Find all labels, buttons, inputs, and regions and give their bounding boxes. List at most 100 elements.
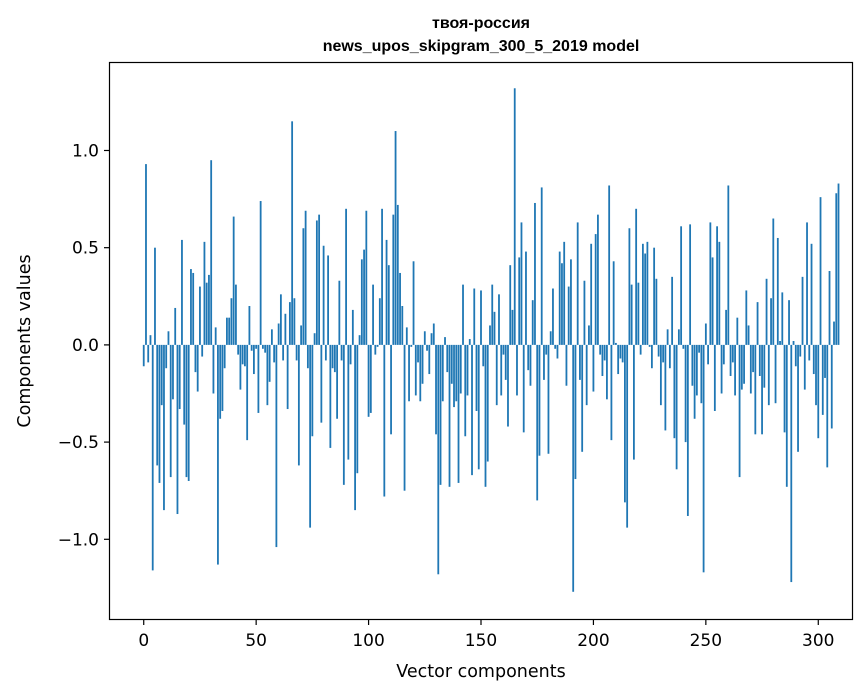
bar [322,245,325,345]
bar [588,325,590,345]
bar [259,201,262,345]
bar [662,344,665,363]
bar [284,313,287,345]
bar [201,344,204,357]
bar [702,344,705,573]
bar [145,164,147,345]
bar [621,344,624,363]
chart-title-line2: news_upos_skipgram_300_5_2019 model [323,38,640,55]
bar [835,193,838,345]
bar [462,284,464,345]
bar [270,329,273,345]
bar [392,214,395,345]
bar [826,344,829,468]
bar [302,228,305,345]
bar [698,344,700,353]
bar [585,344,588,406]
bar [776,237,779,345]
bar [268,344,271,382]
bar [255,344,258,349]
bar [740,344,743,390]
bar [529,344,532,386]
bar [405,327,408,345]
bar [176,344,179,515]
bar [262,344,264,349]
bar [707,344,709,365]
bar [228,317,231,345]
bar [554,344,557,349]
bar [372,284,374,345]
bar [187,344,190,481]
bar [208,274,210,345]
bar [340,344,343,361]
bar [441,344,444,402]
bar [484,344,487,487]
bar [641,243,644,345]
bar [781,292,784,345]
bar [154,247,156,345]
bar [754,344,757,435]
bar [239,344,242,390]
bar [812,344,815,375]
bar [507,344,509,427]
bar [378,298,381,345]
x-tick-label: 100 [352,631,384,651]
bar [545,344,548,355]
bar [502,344,505,355]
bar [803,344,806,390]
bar [367,344,370,417]
y-axis-ticks: −1.0 −0.5 0.0 0.5 1.0 [58,141,110,550]
bar [196,344,199,392]
bar [749,344,752,394]
bar [592,344,595,392]
bar [601,344,604,376]
bar [468,339,471,345]
bar [390,344,392,435]
bar [653,247,656,345]
bar [761,344,763,435]
bar [709,222,712,345]
bar [172,344,174,400]
bar [734,344,736,396]
x-tick-label: 50 [245,631,267,651]
bar [190,269,192,345]
bar [480,290,482,345]
bar [606,344,608,400]
bar [421,344,424,384]
bar [365,210,368,345]
bar [491,284,494,345]
bar [471,344,473,476]
bar [489,325,491,345]
bar [459,344,462,394]
bar [792,341,795,345]
bar [837,183,840,345]
bar [324,344,327,361]
bar [156,344,159,466]
bar [349,344,352,365]
bar [342,344,345,485]
bar [689,224,692,345]
bar [163,344,165,511]
bar [677,329,680,345]
bar [565,344,568,386]
bar [581,344,584,452]
bar [695,344,698,396]
bar [518,257,521,345]
bar [538,344,541,456]
bar [770,298,772,345]
bar [293,298,296,345]
bar [360,259,363,345]
bar [758,344,761,376]
bar [237,344,240,355]
bar [160,344,163,406]
bar [477,344,480,470]
bar [167,331,170,345]
bar [763,344,766,388]
bar [194,344,197,373]
bar [731,344,734,363]
bar [250,344,253,351]
bar [599,344,602,355]
bar [783,344,786,433]
bar [435,344,437,435]
bar [223,344,226,369]
